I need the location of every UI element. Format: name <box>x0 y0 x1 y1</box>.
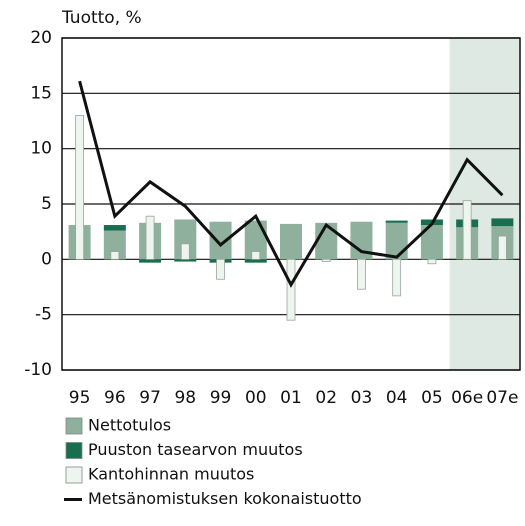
bar <box>385 220 408 223</box>
plot-frame <box>61 37 521 371</box>
bar <box>180 243 190 260</box>
x-tick-label: 00 <box>245 388 267 408</box>
x-tick-label: 01 <box>280 388 302 408</box>
bar <box>491 218 514 227</box>
y-tick-label: 15 <box>30 83 52 103</box>
y-tick-label: 20 <box>30 28 52 48</box>
bar <box>244 259 267 263</box>
line <box>78 80 504 288</box>
legend-label: Puuston tasearvon muutos <box>88 440 303 459</box>
y-tick-label: 10 <box>30 139 52 159</box>
bar <box>315 222 338 260</box>
bar <box>392 258 402 297</box>
bar <box>174 259 197 262</box>
bar <box>251 251 261 260</box>
x-tick-label: 03 <box>351 388 373 408</box>
x-tick-label: 96 <box>104 388 126 408</box>
legend-label: Metsänomistuksen kokonaistuotto <box>88 489 362 508</box>
x-tick-label: 97 <box>139 388 161 408</box>
legend-swatch <box>65 442 83 459</box>
legend-swatch <box>65 417 83 435</box>
x-tick-label: 04 <box>386 388 408 408</box>
bar <box>139 259 162 263</box>
bar <box>244 220 267 260</box>
bar <box>497 235 507 260</box>
x-tick-label: 07e <box>486 388 518 408</box>
x-tick-label: 98 <box>174 388 196 408</box>
legend-label: Nettotulos <box>88 416 171 435</box>
bar <box>280 223 302 260</box>
bar <box>174 219 197 260</box>
legend-label: Kantohinnan muutos <box>88 465 254 484</box>
x-tick-label: 95 <box>69 388 91 408</box>
y-axis-title: Tuotto, % <box>61 8 142 28</box>
y-tick-label: 5 <box>41 194 52 214</box>
bar <box>75 115 85 260</box>
bar <box>385 222 408 260</box>
bar <box>110 251 120 260</box>
legend-swatch <box>65 466 83 484</box>
bar <box>145 215 155 260</box>
bar <box>350 221 373 260</box>
x-tick-label: 06e <box>451 388 483 408</box>
bar <box>420 225 443 260</box>
bar <box>103 230 126 260</box>
y-tick-label: -5 <box>35 305 52 325</box>
bar <box>427 258 437 265</box>
x-tick-label: 02 <box>315 388 337 408</box>
x-tick-label: 05 <box>421 388 443 408</box>
bar <box>103 225 126 231</box>
bar <box>462 200 472 260</box>
y-tick-label: -10 <box>24 360 52 380</box>
bar <box>357 258 366 290</box>
bar <box>286 258 296 321</box>
bar <box>216 258 225 280</box>
y-tick-label: 0 <box>41 249 52 269</box>
bar <box>209 221 232 260</box>
x-tick-label: 99 <box>210 388 232 408</box>
bar <box>321 258 331 262</box>
